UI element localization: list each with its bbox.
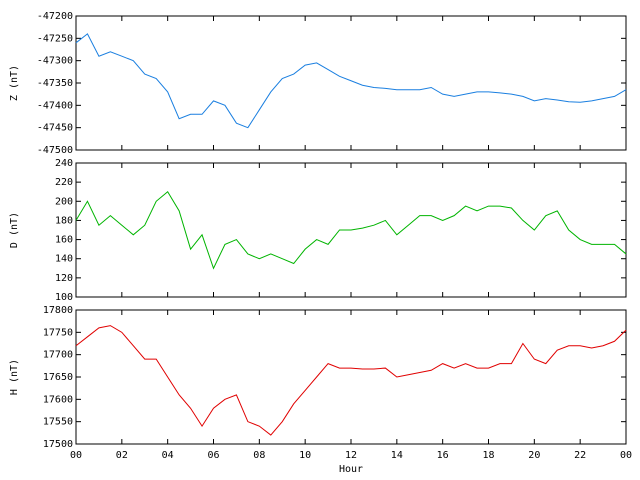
y-tick-label: 200 bbox=[55, 196, 73, 207]
y-tick-label: -47300 bbox=[37, 56, 73, 67]
y-tick-label: 160 bbox=[55, 235, 73, 246]
y-tick-label: 240 bbox=[55, 158, 73, 169]
data-line bbox=[75, 190, 627, 270]
y-tick-label: 220 bbox=[55, 177, 73, 188]
y-tick-label: -47400 bbox=[37, 100, 73, 111]
y-tick-label: 17750 bbox=[43, 327, 73, 338]
y-tick-label: 17700 bbox=[43, 350, 73, 361]
x-tick-label: 06 bbox=[207, 450, 219, 461]
y-tick-label: 120 bbox=[55, 273, 73, 284]
y-tick-label: -47450 bbox=[37, 123, 73, 134]
x-tick-label: 10 bbox=[299, 450, 311, 461]
y-axis-label: D (nT) bbox=[9, 212, 20, 248]
y-tick-label: -47500 bbox=[37, 145, 73, 156]
plot-frame bbox=[75, 309, 627, 445]
y-tick-label: 17600 bbox=[43, 394, 73, 405]
x-tick-label: 14 bbox=[391, 450, 403, 461]
y-tick-label: 17800 bbox=[43, 305, 73, 316]
y-axis-label: H (nT) bbox=[9, 359, 20, 395]
x-tick-label: 00 bbox=[70, 450, 82, 461]
y-tick-label: -47250 bbox=[37, 33, 73, 44]
x-tick-label: 22 bbox=[574, 450, 586, 461]
x-tick-label: 18 bbox=[482, 450, 494, 461]
data-line bbox=[75, 325, 627, 436]
y-tick-label: 100 bbox=[55, 292, 73, 303]
x-tick-label: 04 bbox=[162, 450, 174, 461]
y-tick-label: 180 bbox=[55, 215, 73, 226]
y-tick-label: 17550 bbox=[43, 417, 73, 428]
y-axis-label: Z (nT) bbox=[9, 65, 20, 101]
plot-frame bbox=[75, 15, 627, 151]
y-tick-label: 17650 bbox=[43, 372, 73, 383]
x-tick-label: 00 bbox=[620, 450, 632, 461]
x-tick-label: 08 bbox=[253, 450, 265, 461]
data-line bbox=[75, 33, 627, 129]
y-tick-label: -47350 bbox=[37, 78, 73, 89]
x-tick-label: 02 bbox=[116, 450, 128, 461]
x-tick-label: 20 bbox=[528, 450, 540, 461]
x-tick-label: 12 bbox=[345, 450, 357, 461]
y-tick-label: 17500 bbox=[43, 439, 73, 450]
y-tick-label: 140 bbox=[55, 254, 73, 265]
x-tick-label: 16 bbox=[437, 450, 449, 461]
x-axis-label: Hour bbox=[339, 464, 363, 475]
y-tick-label: -47200 bbox=[37, 11, 73, 22]
